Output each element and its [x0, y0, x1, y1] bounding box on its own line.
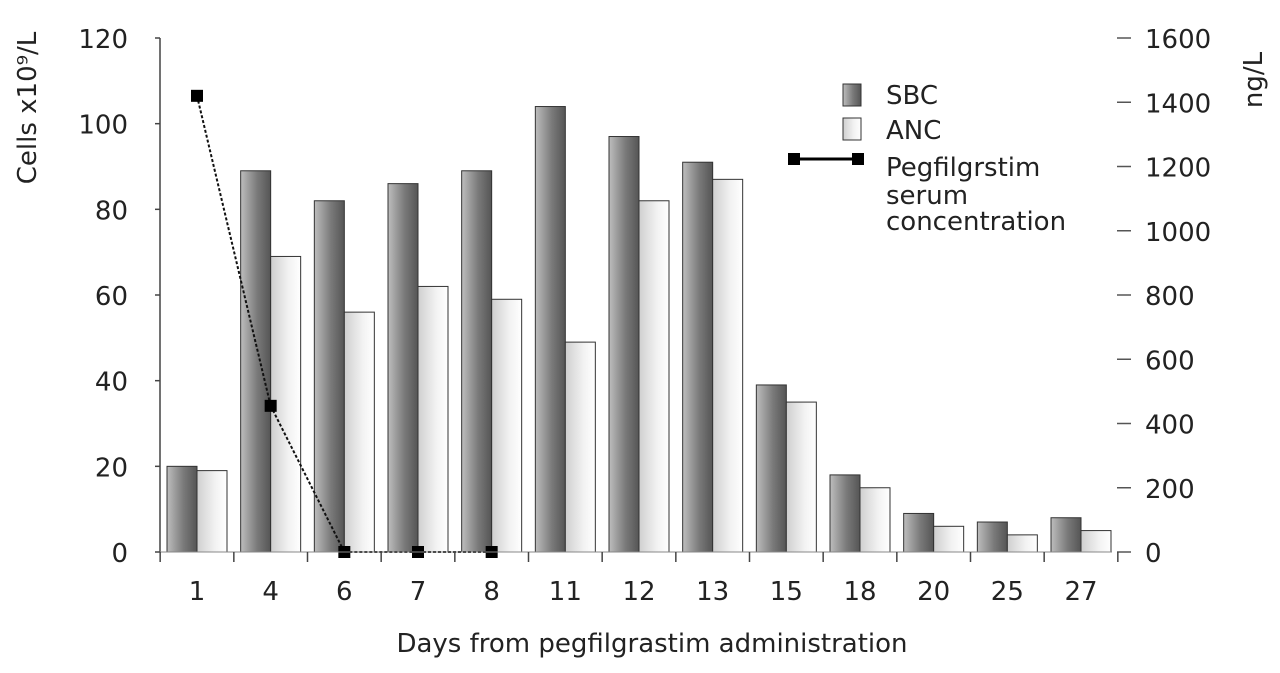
x-axis-title: Days from pegfilgrastim administration: [396, 629, 907, 659]
bar-anc-day-8: [491, 298, 523, 553]
bar-anc-day-6: [343, 311, 375, 553]
legend: SBC ANC Pegfilgrstim serum concentration: [788, 81, 1066, 237]
legend-label-sbc: SBC: [886, 81, 938, 111]
x-tick-label-15: 15: [770, 577, 803, 607]
y-axis-left-title: Cells x10⁹/L: [13, 31, 43, 184]
concentration-line-segment: [196, 95, 272, 407]
legend-line-marker-left: [788, 153, 800, 165]
legend-swatch-anc: [842, 117, 862, 141]
bar-sbc-day-15: [755, 384, 787, 553]
y-right-tick-label: 800: [1145, 282, 1195, 312]
bar-sbc-day-11: [534, 106, 566, 553]
y-right-tick-label: 1000: [1145, 218, 1211, 248]
concentration-line-segment: [269, 405, 346, 553]
x-tick-label-27: 27: [1064, 577, 1097, 607]
bar-anc-day-20: [933, 525, 965, 553]
y-left-tick-label: 60: [95, 282, 128, 312]
bar-sbc-day-8: [461, 170, 493, 553]
x-tick-label-1: 1: [189, 577, 206, 607]
bar-sbc-day-13: [682, 161, 714, 553]
y-axis-right-title: ng/L: [1239, 51, 1269, 108]
x-tick-label-6: 6: [336, 577, 353, 607]
y-right-tick-label: 1400: [1145, 89, 1211, 119]
legend-label-concentration-line1: Pegfilgrstim: [886, 153, 1040, 183]
bar-anc-day-12: [638, 200, 670, 553]
x-tick-label-11: 11: [549, 577, 582, 607]
bar-sbc-day-12: [608, 136, 640, 553]
bar-anc-day-18: [859, 487, 891, 553]
y-left-tick-label: 120: [78, 25, 128, 55]
bar-sbc-day-1: [166, 465, 198, 553]
legend-label-concentration-line3: concentration: [886, 207, 1066, 237]
bar-anc-day-7: [417, 285, 449, 553]
x-tick-label-18: 18: [843, 577, 876, 607]
y-left-tick-label: 0: [111, 539, 128, 569]
legend-label-concentration-line2: serum: [886, 181, 968, 211]
bar-sbc-day-20: [903, 512, 935, 553]
x-tick-label-20: 20: [917, 577, 950, 607]
y-right-tick-label: 1600: [1145, 25, 1211, 55]
concentration-point-day-4: [264, 399, 277, 412]
legend-line-marker-right: [852, 153, 864, 165]
y-right-tick-label: 1200: [1145, 154, 1211, 184]
legend-swatch-sbc: [842, 83, 862, 107]
legend-label-anc: ANC: [886, 116, 941, 146]
x-tick-label-8: 8: [483, 577, 500, 607]
bar-anc-day-13: [712, 178, 744, 553]
y-right-tick-label: 600: [1145, 346, 1195, 376]
x-tick-label-13: 13: [696, 577, 729, 607]
bar-anc-day-15: [785, 401, 817, 553]
bar-anc-day-25: [1006, 534, 1038, 553]
y-left-tick-label: 20: [95, 453, 128, 483]
bar-sbc-day-18: [829, 474, 861, 553]
bar-anc-day-27: [1080, 530, 1112, 553]
x-tick-label-4: 4: [262, 577, 279, 607]
x-tick-label-7: 7: [410, 577, 427, 607]
y-left-tick-label: 100: [78, 111, 128, 141]
bar-anc-day-1: [196, 470, 228, 553]
concentration-point-day-1: [191, 89, 203, 102]
bar-anc-day-11: [564, 341, 596, 553]
bar-sbc-day-25: [976, 521, 1008, 553]
bar-sbc-day-4: [240, 170, 272, 553]
y-left-tick-label: 80: [95, 196, 128, 226]
axes-layer: 0204060801001200200400600800100012001400…: [78, 25, 1211, 607]
y-right-tick-label: 200: [1145, 475, 1195, 505]
y-right-tick-label: 400: [1145, 411, 1195, 441]
bar-sbc-day-7: [387, 183, 419, 553]
y-left-tick-label: 40: [95, 368, 128, 398]
y-right-tick-label: 0: [1145, 539, 1162, 569]
bar-sbc-day-27: [1050, 517, 1082, 553]
x-tick-label-12: 12: [622, 577, 655, 607]
x-tick-label-25: 25: [991, 577, 1024, 607]
